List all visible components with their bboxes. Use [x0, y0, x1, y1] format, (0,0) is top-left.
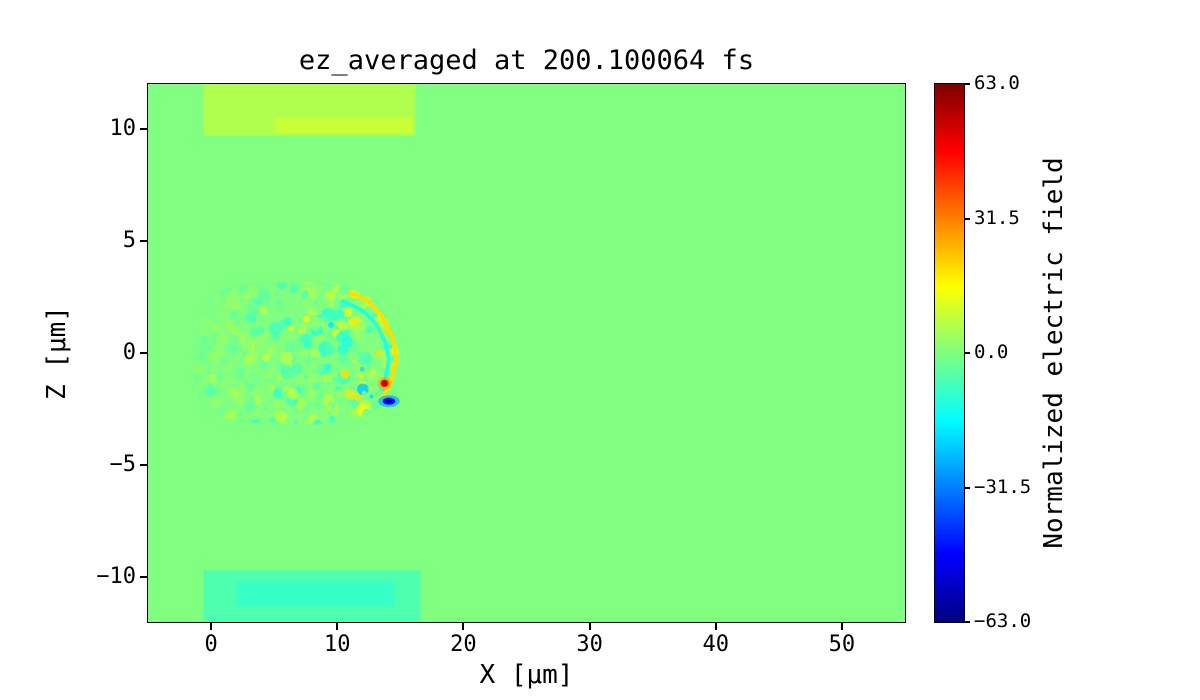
x-tick-label: 50 [828, 632, 856, 657]
y-tick-label: 0 [122, 340, 136, 365]
colorbar-tick-label: −63.0 [974, 610, 1032, 632]
colorbar-tick-label: −31.5 [974, 475, 1032, 498]
y-tick-mark [140, 352, 148, 354]
x-tick-mark [714, 622, 717, 630]
x-tick-label: 30 [576, 632, 603, 657]
x-tick-label: 0 [204, 632, 218, 657]
y-tick-mark [140, 464, 148, 467]
x-tick-mark [336, 622, 339, 630]
colorbar-tick-label: 0.0 [974, 341, 1009, 363]
x-axis-label: X [μm] [479, 660, 574, 690]
colorbar-tick-mark [964, 83, 970, 85]
y-tick-mark [140, 239, 148, 242]
y-tick-label: 10 [109, 115, 137, 141]
x-tick-label: 20 [450, 632, 477, 657]
colorbar-tick-mark [964, 621, 970, 623]
x-tick-mark [840, 622, 843, 630]
colorbar-gradient [934, 83, 965, 623]
y-tick-label: 5 [122, 227, 136, 253]
x-tick-mark [588, 622, 591, 630]
y-tick-mark [140, 576, 148, 579]
colorbar-tick-label: 63.0 [974, 72, 1020, 94]
y-tick-label: −10 [96, 564, 136, 590]
x-tick-mark [462, 622, 465, 630]
colorbar-tick-label: 31.5 [974, 206, 1020, 229]
colorbar-tick-mark [964, 217, 970, 220]
heatmap-plot-area [147, 83, 906, 623]
plot-title: ez_averaged at 200.100064 fs [298, 45, 755, 76]
x-tick-mark [210, 622, 213, 630]
x-tick-label: 10 [324, 632, 351, 657]
colorbar-label: Normalized electric field [1039, 157, 1069, 549]
y-tick-label: −5 [109, 452, 137, 478]
colorbar-tick-mark [964, 486, 970, 489]
colorbar-tick-mark [964, 352, 970, 354]
x-tick-label: 40 [702, 632, 730, 657]
y-tick-mark [140, 127, 148, 130]
